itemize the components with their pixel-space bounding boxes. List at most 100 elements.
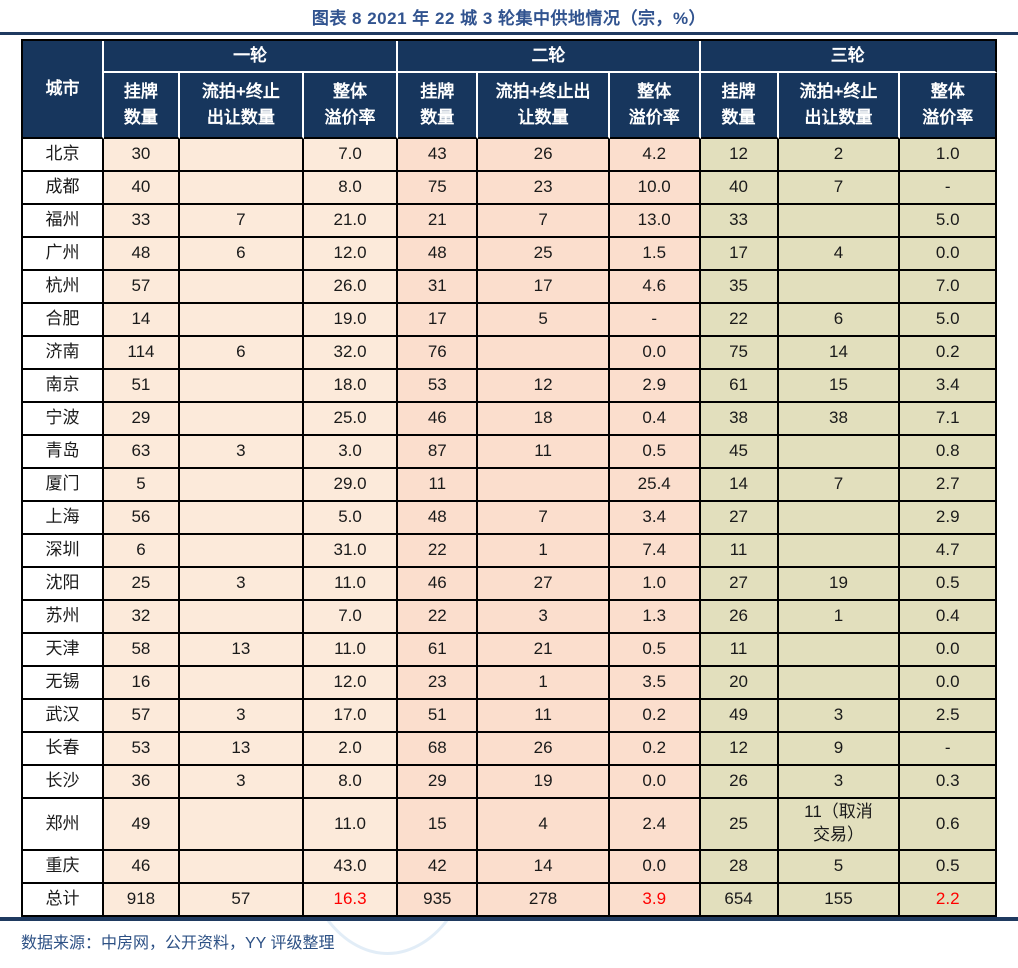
cell-r2-premium: 0.2 bbox=[609, 733, 701, 767]
cell-r1-failed bbox=[179, 403, 304, 437]
cell-r1-listed: 53 bbox=[103, 733, 180, 767]
cell-city: 北京 bbox=[23, 139, 104, 173]
cell-r1-failed bbox=[179, 502, 304, 536]
cell-r1-listed: 56 bbox=[103, 502, 180, 536]
cell-r1-failed: 13 bbox=[179, 733, 304, 767]
cell-r3-premium: 7.0 bbox=[900, 271, 997, 305]
cell-r2-premium: 4.6 bbox=[609, 271, 701, 305]
cell-r2-failed: 12 bbox=[478, 370, 610, 404]
cell-r1-premium: 5.0 bbox=[303, 502, 399, 536]
col-group-round1: 一轮 bbox=[103, 41, 399, 74]
cell-r3-premium: 0.8 bbox=[900, 436, 997, 470]
cell-r3-premium: 3.4 bbox=[900, 370, 997, 404]
table-row: 成都 40 8.0 75 23 10.0 40 7 - bbox=[23, 172, 997, 206]
cell-r2-listed: 68 bbox=[398, 733, 479, 767]
cell-r3-failed bbox=[778, 271, 901, 305]
cell-r1-premium: 2.0 bbox=[303, 733, 399, 767]
cell-r1-failed bbox=[179, 469, 304, 503]
cell-r2-failed: 3 bbox=[478, 601, 610, 635]
cell-r3-premium: 0.0 bbox=[900, 238, 997, 272]
cell-r2-failed: 26 bbox=[478, 139, 610, 173]
cell-city: 福州 bbox=[23, 205, 104, 239]
cell-r3-premium: - bbox=[900, 733, 997, 767]
cell-r1-listed: 25 bbox=[103, 568, 180, 602]
cell-r3-failed: 14 bbox=[778, 337, 901, 371]
cell-r1-listed: 49 bbox=[103, 799, 180, 852]
cell-city: 长沙 bbox=[23, 766, 104, 800]
cell-r3-listed: 22 bbox=[700, 304, 779, 338]
cell-r3-listed: 27 bbox=[700, 568, 779, 602]
col-header-r2-premium: 整体 溢价率 bbox=[609, 73, 701, 140]
cell-r1-listed: 32 bbox=[103, 601, 180, 635]
cell-r2-premium: 10.0 bbox=[609, 172, 701, 206]
cell-r2-listed: 43 bbox=[398, 139, 479, 173]
col-group-round3: 三轮 bbox=[700, 41, 997, 74]
cell-r2-failed: 14 bbox=[478, 851, 610, 885]
cell-r1-failed: 57 bbox=[179, 884, 304, 918]
table-row: 天津 58 13 11.0 61 21 0.5 11 0.0 bbox=[23, 634, 997, 668]
cell-city: 厦门 bbox=[23, 469, 104, 503]
cell-city: 沈阳 bbox=[23, 568, 104, 602]
cell-r1-failed: 3 bbox=[179, 436, 304, 470]
cell-r3-premium: 0.5 bbox=[900, 568, 997, 602]
table-row: 重庆 46 43.0 42 14 0.0 28 5 0.5 bbox=[23, 851, 997, 885]
cell-r2-listed: 51 bbox=[398, 700, 479, 734]
bottom-rule bbox=[0, 917, 1018, 922]
cell-r3-failed: 3 bbox=[778, 700, 901, 734]
cell-r2-listed: 22 bbox=[398, 535, 479, 569]
cell-r2-failed: 1 bbox=[478, 667, 610, 701]
cell-r1-premium: 11.0 bbox=[303, 568, 399, 602]
cell-r1-premium: 8.0 bbox=[303, 172, 399, 206]
cell-r3-listed: 28 bbox=[700, 851, 779, 885]
cell-r1-listed: 29 bbox=[103, 403, 180, 437]
cell-city: 无锡 bbox=[23, 667, 104, 701]
cell-city: 总计 bbox=[23, 884, 104, 918]
cell-r3-listed: 26 bbox=[700, 766, 779, 800]
cell-r2-listed: 46 bbox=[398, 403, 479, 437]
cell-r3-premium: 5.0 bbox=[900, 304, 997, 338]
cell-r2-premium: 2.4 bbox=[609, 799, 701, 852]
cell-r2-premium: 0.0 bbox=[609, 766, 701, 800]
cell-r3-failed bbox=[778, 634, 901, 668]
cell-r2-failed: 7 bbox=[478, 205, 610, 239]
cell-r1-failed bbox=[179, 172, 304, 206]
cell-r3-failed: 19 bbox=[778, 568, 901, 602]
cell-r2-failed: 23 bbox=[478, 172, 610, 206]
cell-r1-premium: 12.0 bbox=[303, 667, 399, 701]
cell-city: 重庆 bbox=[23, 851, 104, 885]
cell-r2-failed: 26 bbox=[478, 733, 610, 767]
cell-r3-premium: 0.6 bbox=[900, 799, 997, 852]
cell-r3-listed: 26 bbox=[700, 601, 779, 635]
table-row: 苏州 32 7.0 22 3 1.3 26 1 0.4 bbox=[23, 601, 997, 635]
cell-r1-failed: 3 bbox=[179, 766, 304, 800]
col-header-r1-failed: 流拍+终止 出让数量 bbox=[179, 73, 304, 140]
cell-r1-failed: 6 bbox=[179, 337, 304, 371]
cell-r2-failed: 1 bbox=[478, 535, 610, 569]
cell-r1-premium: 8.0 bbox=[303, 766, 399, 800]
cell-r1-listed: 114 bbox=[103, 337, 180, 371]
col-header-r3-failed: 流拍+终止 出让数量 bbox=[778, 73, 901, 140]
cell-r2-premium: 0.0 bbox=[609, 337, 701, 371]
cell-r1-premium: 25.0 bbox=[303, 403, 399, 437]
cell-r2-listed: 21 bbox=[398, 205, 479, 239]
cell-r3-premium: 0.2 bbox=[900, 337, 997, 371]
cell-r1-listed: 918 bbox=[103, 884, 180, 918]
table-row: 济南 114 6 32.0 76 0.0 75 14 0.2 bbox=[23, 337, 997, 371]
col-header-r1-listed: 挂牌 数量 bbox=[103, 73, 180, 140]
table-row: 长春 53 13 2.0 68 26 0.2 12 9 - bbox=[23, 733, 997, 767]
table-row: 合肥 14 19.0 17 5 - 22 6 5.0 bbox=[23, 304, 997, 338]
col-header-r1-premium: 整体 溢价率 bbox=[303, 73, 399, 140]
table-row: 深圳 6 31.0 22 1 7.4 11 4.7 bbox=[23, 535, 997, 569]
cell-r1-failed: 7 bbox=[179, 205, 304, 239]
cell-city: 青岛 bbox=[23, 436, 104, 470]
cell-r2-premium: - bbox=[609, 304, 701, 338]
cell-r3-premium: 2.5 bbox=[900, 700, 997, 734]
cell-r2-failed: 11 bbox=[478, 436, 610, 470]
cell-r3-premium: 5.0 bbox=[900, 205, 997, 239]
cell-r3-listed: 27 bbox=[700, 502, 779, 536]
cell-r3-failed: 1 bbox=[778, 601, 901, 635]
cell-r3-premium: 7.1 bbox=[900, 403, 997, 437]
cell-r3-failed: 38 bbox=[778, 403, 901, 437]
cell-r1-failed bbox=[179, 601, 304, 635]
cell-city: 南京 bbox=[23, 370, 104, 404]
